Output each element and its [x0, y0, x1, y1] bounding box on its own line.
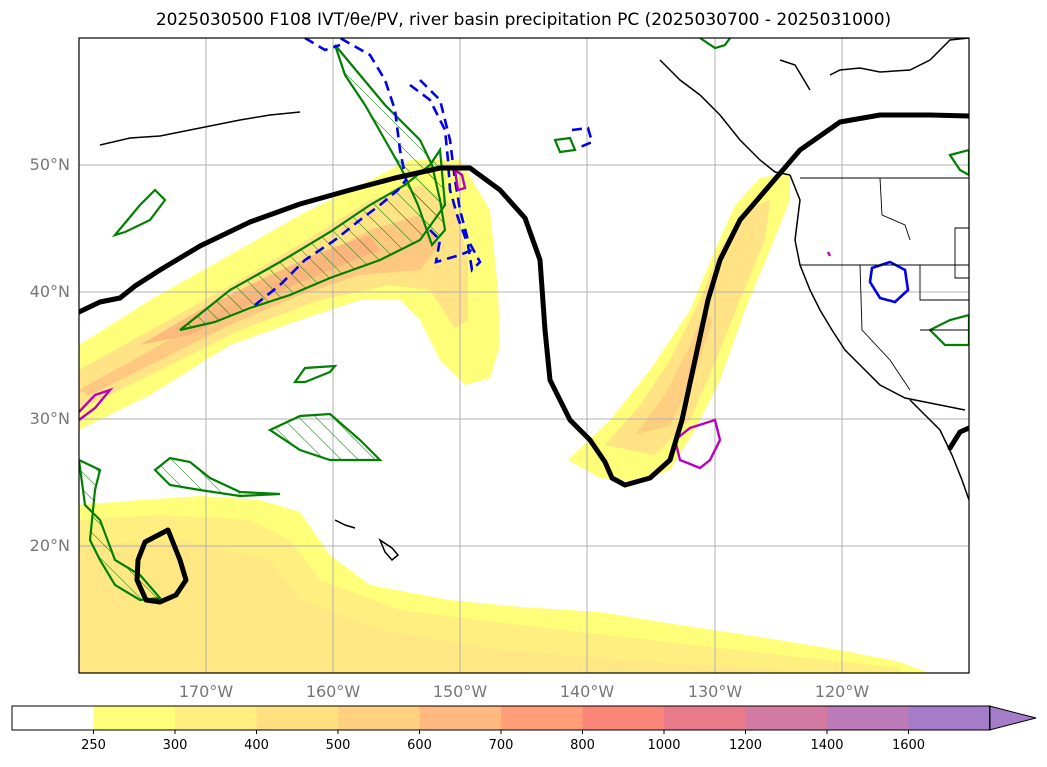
colorbar-tick-label: 300	[162, 738, 188, 753]
colorbar-segment	[664, 706, 746, 730]
colorbar-segment	[908, 706, 991, 730]
map-gridlines	[79, 38, 969, 673]
lat-tick-label: 50°N	[29, 155, 70, 174]
lon-tick-label: 130°W	[687, 682, 743, 701]
colorbar-tick-label: 700	[488, 738, 514, 753]
colorbar-segment	[12, 706, 94, 730]
lon-tick-label: 160°W	[305, 682, 361, 701]
colorbar-segment	[827, 706, 909, 730]
colorbar-segment	[256, 706, 339, 730]
colorbar-tick-label: 500	[325, 738, 351, 753]
lat-tick-label: 40°N	[29, 282, 70, 301]
theta-e-contours	[79, 38, 969, 602]
colorbar-tick-label: 400	[244, 738, 269, 753]
page-title: 2025030500 F108 IVT/θe/PV, river basin p…	[155, 10, 892, 30]
ivt-shading-tropical-band	[79, 496, 930, 673]
colorbar-tick-label: 1200	[728, 738, 763, 753]
lon-tick-label: 170°W	[178, 682, 234, 701]
colorbar-tick-label: 1400	[810, 738, 844, 753]
colorbar-tick-label: 1600	[891, 738, 926, 753]
coastlines	[99, 38, 969, 562]
lat-tick-label: 20°N	[29, 536, 70, 555]
precip-pc-contours	[79, 167, 832, 470]
colorbar-segment	[501, 706, 583, 730]
lon-tick-label: 150°W	[432, 682, 488, 701]
colorbar-extend-arrow	[989, 705, 1037, 731]
colorbar-segment	[93, 706, 176, 730]
colorbar-segment	[338, 706, 420, 730]
colorbar-segment	[582, 706, 665, 730]
ivt-contour-black	[79, 112, 969, 605]
map-frame	[78, 37, 970, 674]
colorbar-tick-label: 600	[407, 738, 432, 753]
colorbar-segment	[419, 706, 502, 730]
colorbar-tick-label: 1000	[647, 738, 681, 753]
colorbar-segment	[745, 706, 828, 730]
colorbar-tick-label: 800	[570, 738, 595, 753]
ivt-shading-river-east	[568, 172, 790, 482]
lon-tick-label: 140°W	[559, 682, 615, 701]
pv-dashed-contours	[254, 38, 594, 307]
lat-tick-label: 30°N	[29, 409, 70, 428]
colorbar	[11, 705, 1037, 734]
pv-solid-contour	[868, 260, 910, 304]
lon-tick-label: 120°W	[814, 682, 870, 701]
colorbar-tick-label: 250	[81, 738, 106, 753]
colorbar-segment	[175, 706, 257, 730]
political-borders	[800, 177, 969, 391]
